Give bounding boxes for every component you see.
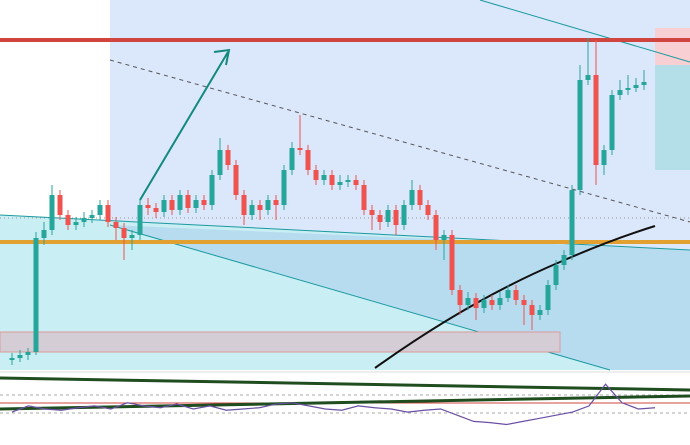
candle-body	[361, 185, 367, 210]
candle-body	[129, 235, 135, 238]
candle-body	[345, 180, 351, 182]
candle-body	[265, 200, 271, 210]
candle-body	[177, 195, 183, 210]
candle-body	[513, 290, 519, 300]
candle-body	[313, 170, 319, 180]
candle-body	[169, 200, 175, 210]
candle-body	[193, 200, 199, 208]
candle-body	[457, 290, 463, 305]
candle-body	[281, 170, 287, 205]
candle-body	[25, 352, 31, 355]
candle-body	[105, 205, 111, 222]
candle-body	[393, 210, 399, 225]
candle-body	[417, 190, 423, 205]
candle-body	[73, 222, 79, 225]
candle-body	[225, 150, 231, 165]
candle-body	[377, 215, 383, 222]
candle-body	[617, 90, 623, 95]
arrow	[139, 48, 231, 201]
candle-body	[601, 150, 607, 165]
candle-body	[97, 205, 103, 215]
candle-body	[17, 355, 23, 358]
candle-body	[641, 82, 647, 85]
candle-body	[321, 175, 327, 180]
candle-body	[473, 298, 479, 308]
candle-body	[89, 215, 95, 218]
candle-body	[209, 175, 215, 205]
candle-body	[425, 205, 431, 215]
indicator-trend	[0, 376, 690, 392]
candle-body	[65, 215, 71, 225]
candle-body	[57, 195, 63, 215]
candle-body	[553, 265, 559, 285]
candle-body	[249, 205, 255, 215]
oscillator	[11, 383, 656, 426]
candle-body	[353, 180, 359, 185]
candle-body	[185, 195, 191, 208]
support-zone	[0, 331, 561, 353]
candle-body	[489, 300, 495, 305]
candle-body	[433, 215, 439, 240]
candle-body	[241, 195, 247, 215]
candle-body	[257, 205, 263, 210]
trend-line	[479, 0, 690, 63]
candle-body	[161, 200, 167, 212]
candle-body	[561, 255, 567, 265]
candle-body	[465, 298, 471, 305]
candle-body	[577, 80, 583, 190]
candle-body	[497, 298, 503, 305]
candle-body	[545, 285, 551, 310]
candle-body	[369, 210, 375, 215]
candle-body	[297, 148, 303, 150]
candles	[9, 38, 647, 365]
candle-body	[273, 200, 279, 205]
stop-zone	[655, 28, 690, 65]
candle-body	[145, 205, 151, 208]
candle-body	[153, 208, 159, 212]
trend-line	[0, 214, 690, 251]
candle-body	[41, 230, 47, 238]
candle-body	[233, 165, 239, 195]
candle-body	[201, 200, 207, 205]
candle-body	[305, 150, 311, 170]
oscillator-line	[11, 383, 656, 426]
candle-body	[385, 210, 391, 222]
candle-body	[401, 205, 407, 225]
candle-body	[121, 228, 127, 238]
candle-body	[569, 190, 575, 255]
candle-body	[585, 75, 591, 80]
candle-body	[217, 150, 223, 175]
candle-body	[481, 300, 487, 308]
candle-body	[449, 235, 455, 290]
candle-body	[593, 75, 599, 165]
target-zone	[655, 65, 690, 170]
candle-body	[521, 300, 527, 305]
candle-body	[633, 85, 639, 88]
candle-body	[441, 235, 447, 240]
candle-body	[33, 238, 39, 352]
candle-body	[409, 190, 415, 205]
candle-body	[81, 218, 87, 222]
candle-body	[113, 222, 119, 228]
candle-body	[49, 195, 55, 230]
candle-body	[9, 358, 15, 360]
candle-body	[329, 175, 335, 185]
candle-body	[289, 148, 295, 170]
curve	[374, 225, 656, 369]
candle-body	[505, 290, 511, 298]
candle-body	[137, 205, 143, 235]
candle-body	[625, 88, 631, 90]
candle-body	[337, 182, 343, 185]
candle-body	[529, 305, 535, 315]
candle-body	[609, 95, 615, 150]
candle-body	[537, 310, 543, 315]
